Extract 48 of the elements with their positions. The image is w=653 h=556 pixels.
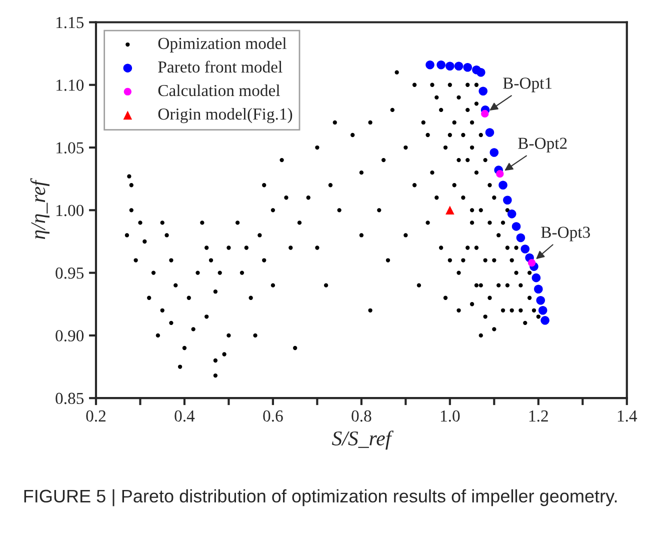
annotation: B-Opt2 <box>518 138 567 152</box>
y-tick-label: 1.10 <box>56 80 84 91</box>
legend-label: Opimization model <box>158 37 286 52</box>
point <box>532 273 541 282</box>
x-tick-label: 1.0 <box>440 410 460 422</box>
y-tick-label: 0.85 <box>56 392 84 404</box>
point <box>503 196 512 205</box>
legend-label: Origin model(Fig.1) <box>158 108 292 124</box>
legend-label: Calculation model <box>158 84 280 96</box>
point <box>463 62 472 72</box>
x-tick-label: 0.8 <box>352 410 372 422</box>
x-axis-title: S/S_ref <box>332 430 394 450</box>
x-tick-label: 0.4 <box>174 410 195 422</box>
x-tick-label: 0.6 <box>263 410 283 422</box>
x-tick-label: 1.4 <box>618 410 638 422</box>
point <box>520 244 530 254</box>
annotation: B-Opt1 <box>503 78 552 92</box>
y-tick-label: 0.90 <box>56 330 84 342</box>
point <box>498 180 508 190</box>
point <box>538 306 548 315</box>
point <box>496 170 504 178</box>
point <box>534 284 543 294</box>
point <box>476 68 486 77</box>
y-tick-label: 1.05 <box>56 142 84 154</box>
point <box>478 86 488 96</box>
point <box>490 148 499 157</box>
y-axis-title: η/η_ref <box>30 178 50 240</box>
point <box>516 233 526 242</box>
point <box>426 60 434 70</box>
x-tick-label: 1.2 <box>529 410 548 422</box>
point <box>540 316 550 325</box>
y-tick-label: 1.00 <box>56 204 84 216</box>
x-tick-label: 0.2 <box>86 410 106 422</box>
point <box>481 110 489 118</box>
point <box>528 258 536 267</box>
point <box>454 62 464 70</box>
point <box>446 62 454 70</box>
point <box>485 128 494 137</box>
annotation: B-Opt3 <box>541 226 590 242</box>
caption: FIGURE 5 | Pareto distribution of optimization results of impeller geometry. <box>24 489 617 506</box>
point <box>536 296 546 305</box>
point <box>512 222 521 231</box>
point <box>436 60 446 70</box>
legend-label: Pareto front model <box>158 60 282 73</box>
y-tick-label: 1.15 <box>56 17 84 28</box>
y-tick-label: 0.95 <box>56 268 84 279</box>
point <box>507 210 516 218</box>
point <box>446 206 454 215</box>
